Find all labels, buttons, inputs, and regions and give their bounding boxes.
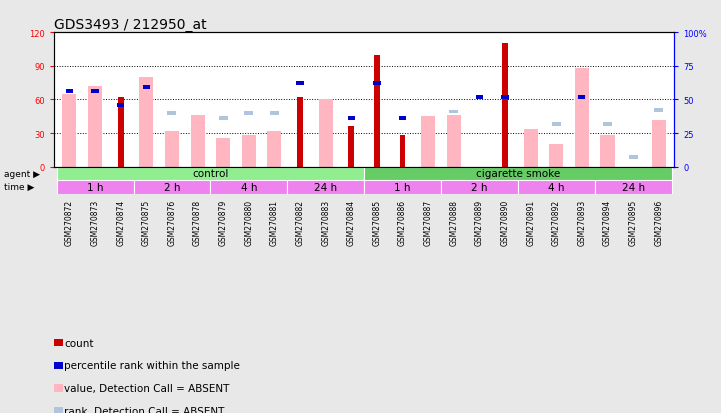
Bar xyxy=(143,86,150,90)
Bar xyxy=(364,167,671,181)
Bar xyxy=(549,145,563,167)
Text: GSM270883: GSM270883 xyxy=(321,199,330,246)
Text: GSM270887: GSM270887 xyxy=(424,199,433,246)
Bar xyxy=(601,136,614,167)
Text: 2 h: 2 h xyxy=(471,183,487,192)
Bar xyxy=(503,44,508,167)
Bar xyxy=(296,82,304,86)
Bar xyxy=(92,90,99,94)
Text: GSM270879: GSM270879 xyxy=(218,199,228,246)
Bar xyxy=(595,181,671,194)
Text: percentile rank within the sample: percentile rank within the sample xyxy=(64,361,240,370)
Text: GSM270873: GSM270873 xyxy=(91,199,99,246)
Text: GSM270892: GSM270892 xyxy=(552,199,561,246)
Bar xyxy=(518,181,595,194)
Text: GSM270895: GSM270895 xyxy=(629,199,637,246)
Text: agent ▶: agent ▶ xyxy=(4,169,40,178)
Text: GSM270890: GSM270890 xyxy=(500,199,510,246)
Text: GSM270882: GSM270882 xyxy=(296,199,304,246)
Bar xyxy=(578,95,586,100)
Bar xyxy=(190,116,205,167)
Text: GSM270875: GSM270875 xyxy=(142,199,151,246)
Bar xyxy=(218,117,228,121)
Text: control: control xyxy=(193,169,229,179)
Bar xyxy=(603,122,612,126)
Bar xyxy=(88,87,102,167)
Text: value, Detection Call = ABSENT: value, Detection Call = ABSENT xyxy=(64,383,230,393)
Bar xyxy=(421,117,435,167)
Bar xyxy=(652,120,665,167)
Bar xyxy=(629,156,637,160)
Text: 2 h: 2 h xyxy=(164,183,180,192)
Text: rank, Detection Call = ABSENT: rank, Detection Call = ABSENT xyxy=(64,406,225,413)
Text: GSM270896: GSM270896 xyxy=(654,199,663,246)
Bar xyxy=(399,136,405,167)
Bar xyxy=(654,109,663,113)
Text: time ▶: time ▶ xyxy=(4,183,34,192)
Text: 4 h: 4 h xyxy=(241,183,257,192)
Text: GSM270884: GSM270884 xyxy=(347,199,355,246)
Text: GSM270889: GSM270889 xyxy=(475,199,484,246)
Bar xyxy=(552,122,561,126)
Bar xyxy=(399,117,406,121)
Text: GSM270876: GSM270876 xyxy=(167,199,177,246)
Bar xyxy=(447,116,461,167)
Bar xyxy=(449,110,459,114)
Bar xyxy=(139,78,154,167)
Bar xyxy=(373,82,381,86)
Text: 24 h: 24 h xyxy=(314,183,337,192)
Text: GSM270881: GSM270881 xyxy=(270,199,279,246)
Text: GSM270885: GSM270885 xyxy=(373,199,381,246)
Bar xyxy=(578,95,585,100)
Text: count: count xyxy=(64,338,94,348)
Text: GSM270880: GSM270880 xyxy=(244,199,253,246)
Bar xyxy=(348,117,355,121)
Text: GSM270888: GSM270888 xyxy=(449,199,459,246)
Bar xyxy=(319,100,332,167)
Bar xyxy=(287,181,364,194)
Bar xyxy=(57,167,364,181)
Text: cigarette smoke: cigarette smoke xyxy=(476,169,560,179)
Bar xyxy=(66,90,73,94)
Text: 24 h: 24 h xyxy=(622,183,645,192)
Text: GSM270878: GSM270878 xyxy=(193,199,202,246)
Bar xyxy=(216,138,230,167)
Text: GSM270874: GSM270874 xyxy=(116,199,125,246)
Text: GSM270891: GSM270891 xyxy=(526,199,535,246)
Bar xyxy=(242,136,256,167)
Bar xyxy=(267,131,281,167)
Bar xyxy=(167,112,177,116)
Text: 1 h: 1 h xyxy=(394,183,411,192)
Bar xyxy=(297,98,303,167)
Bar xyxy=(374,55,380,167)
Bar xyxy=(364,181,441,194)
Bar xyxy=(476,95,483,100)
Text: GSM270886: GSM270886 xyxy=(398,199,407,246)
Text: GSM270893: GSM270893 xyxy=(578,199,586,246)
Bar xyxy=(133,181,211,194)
Bar xyxy=(244,112,253,116)
Bar xyxy=(575,69,589,167)
Text: 1 h: 1 h xyxy=(87,183,103,192)
Text: GSM270894: GSM270894 xyxy=(603,199,612,246)
Bar xyxy=(348,127,354,167)
Bar xyxy=(270,112,279,116)
Bar xyxy=(501,95,508,100)
Bar xyxy=(57,181,133,194)
Text: 4 h: 4 h xyxy=(548,183,565,192)
Bar xyxy=(117,104,124,107)
Bar xyxy=(211,181,287,194)
Bar xyxy=(165,131,179,167)
Text: GSM270872: GSM270872 xyxy=(65,199,74,246)
Text: GDS3493 / 212950_at: GDS3493 / 212950_at xyxy=(54,18,207,32)
Bar xyxy=(63,95,76,167)
Bar xyxy=(441,181,518,194)
Bar xyxy=(523,129,538,167)
Bar xyxy=(118,98,123,167)
